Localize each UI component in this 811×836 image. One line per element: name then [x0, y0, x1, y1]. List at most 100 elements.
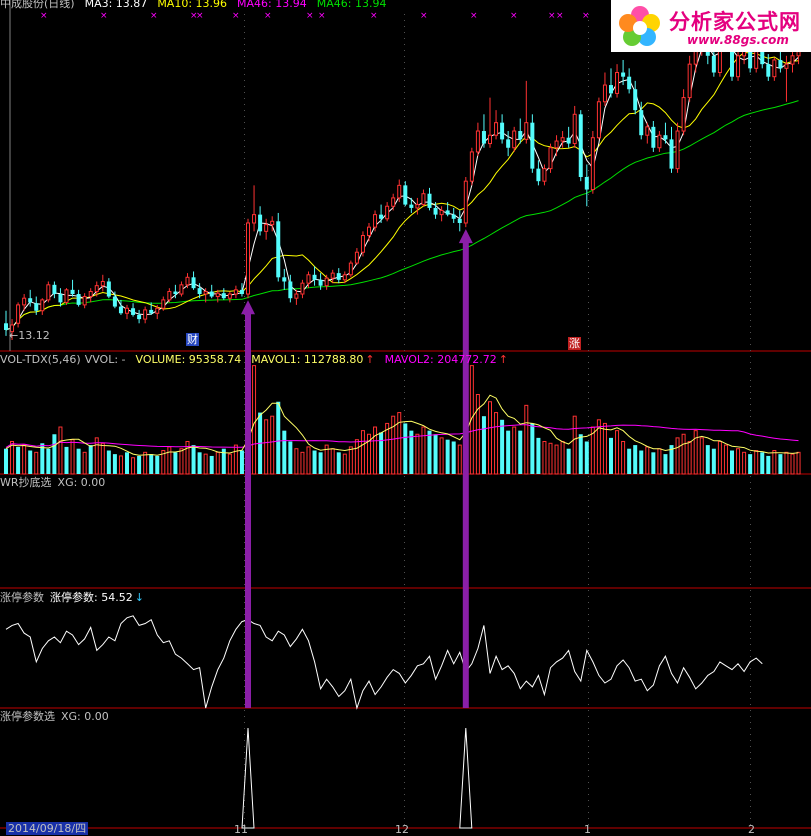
- grid-dot: [404, 674, 405, 675]
- candle-up: [252, 214, 257, 224]
- grid-dot: [750, 350, 751, 351]
- grid-dot: [750, 650, 751, 651]
- grid-dot: [588, 32, 589, 33]
- grid-dot: [404, 722, 405, 723]
- volume-label: VOLUME: 95358.74: [135, 353, 242, 366]
- grid-dot: [404, 728, 405, 729]
- grid-dot: [404, 386, 405, 387]
- volume-bar-up: [373, 426, 378, 475]
- candle-down: [584, 177, 589, 190]
- volume-header: VOL-TDX(5,46) VVOL: - VOLUME: 95358.74 MAVO…: [0, 353, 518, 366]
- candle-up: [179, 284, 184, 295]
- top-x-marker: ×: [100, 11, 108, 21]
- grid-dot: [588, 62, 589, 63]
- grid-dot: [588, 410, 589, 411]
- grid-dot: [750, 152, 751, 153]
- grid-dot: [588, 704, 589, 705]
- grid-dot: [750, 416, 751, 417]
- grid-dot: [404, 656, 405, 657]
- grid-dot: [404, 800, 405, 801]
- grid-dot: [588, 314, 589, 315]
- volume-bar-up: [784, 451, 789, 475]
- volume-bar-down: [191, 445, 196, 474]
- volume-bar-up: [252, 365, 257, 475]
- grid-dot: [404, 116, 405, 117]
- grid-dot: [588, 230, 589, 231]
- candle-down: [70, 289, 75, 295]
- event-cai-badge[interactable]: 财: [186, 333, 199, 346]
- volume-bar-up: [179, 448, 184, 475]
- grid-dot: [244, 656, 245, 657]
- volume-bar-up: [687, 440, 692, 475]
- grid-dot: [588, 320, 589, 321]
- grid-dot: [244, 224, 245, 225]
- candle-up: [185, 276, 190, 286]
- volume-bar-up: [233, 444, 238, 475]
- candle-up: [246, 222, 250, 295]
- candle-up: [264, 224, 269, 232]
- ma10-label: MA10: 13.96: [157, 0, 228, 10]
- grid-dot: [404, 170, 405, 171]
- grid-dot: [244, 14, 245, 15]
- grid-dot: [588, 116, 589, 117]
- grid-dot: [588, 122, 589, 123]
- grid-dot: [750, 812, 751, 813]
- candle-down: [748, 47, 753, 69]
- grid-dot: [588, 506, 589, 507]
- volume-bar-down: [88, 445, 93, 474]
- grid-dot: [750, 86, 751, 87]
- grid-dot: [588, 254, 589, 255]
- grid-dot: [750, 188, 751, 189]
- volume-bar-up: [385, 422, 390, 475]
- grid-dot: [404, 590, 405, 591]
- grid-dot: [404, 482, 405, 483]
- candle-up: [342, 274, 347, 281]
- vol-indicator-name: VOL-TDX(5,46): [0, 353, 81, 366]
- x-axis-tick-11: 11: [234, 823, 248, 836]
- candle-up: [203, 291, 208, 295]
- grid-dot: [404, 278, 405, 279]
- grid-dot: [244, 668, 245, 669]
- grid-dot: [404, 668, 405, 669]
- grid-dot: [244, 242, 245, 243]
- volume-bar-up: [675, 437, 680, 475]
- volume-bar-up: [615, 430, 620, 475]
- volume-bar-up: [348, 446, 353, 475]
- grid-dot: [244, 236, 245, 237]
- grid-dot: [750, 356, 751, 357]
- grid-dot: [750, 134, 751, 135]
- grid-dot: [750, 116, 751, 117]
- grid-dot: [750, 344, 751, 345]
- grid-dot: [244, 188, 245, 189]
- grid-dot: [404, 488, 405, 489]
- grid-dot: [588, 728, 589, 729]
- grid-dot: [588, 50, 589, 51]
- grid-dot: [244, 110, 245, 111]
- grid-dot: [588, 608, 589, 609]
- grid-dot: [244, 536, 245, 537]
- grid-dot: [588, 308, 589, 309]
- volume-bar-up: [548, 442, 553, 475]
- candle-up: [736, 55, 741, 78]
- grid-dot: [404, 536, 405, 537]
- volume-bar-up: [699, 437, 704, 475]
- grid-dot: [244, 272, 245, 273]
- volume-bar-down: [536, 437, 541, 474]
- candle-down: [379, 214, 384, 219]
- candle-up: [306, 274, 311, 284]
- grid-dot: [750, 314, 751, 315]
- top-x-marker: ×: [232, 11, 240, 21]
- grid-dot: [244, 182, 245, 183]
- event-zhang-badge[interactable]: 涨: [568, 337, 581, 350]
- grid-dot: [750, 782, 751, 783]
- candle-up: [439, 209, 444, 216]
- grid-dot: [588, 632, 589, 633]
- grid-dot: [588, 716, 589, 717]
- grid-dot: [404, 632, 405, 633]
- grid-dot: [244, 686, 245, 687]
- grid-dot: [750, 554, 751, 555]
- grid-dot: [244, 548, 245, 549]
- grid-dot: [588, 14, 589, 15]
- candle-up: [233, 289, 238, 295]
